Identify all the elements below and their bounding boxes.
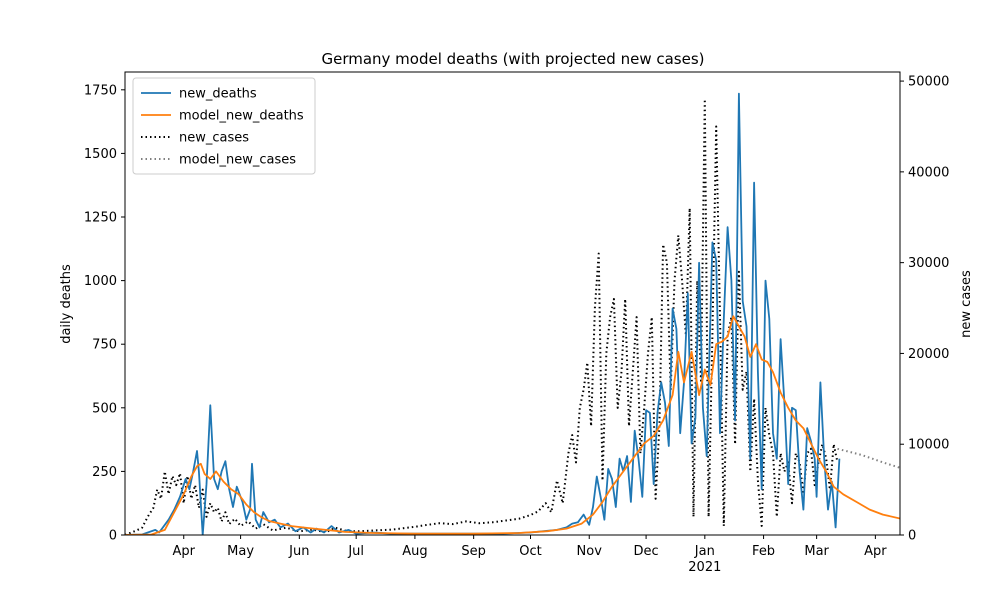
legend-label-model_new_deaths: model_new_deaths	[179, 109, 304, 124]
series-line-new_cases	[125, 98, 839, 535]
xtick-label: Oct	[519, 544, 541, 559]
right-ytick-label: 0	[908, 529, 916, 544]
xtick-label: Mar	[804, 544, 829, 559]
xtick-label: Jul	[347, 544, 364, 559]
xtick-label: Jan	[694, 544, 715, 559]
xtick-label: Feb	[752, 544, 775, 559]
legend-label-new_deaths: new_deaths	[179, 87, 257, 102]
right-ytick-label: 20000	[908, 347, 949, 362]
xtick-label: Apr	[864, 544, 887, 559]
legend-label-new_cases: new_cases	[179, 131, 249, 146]
xtick-label: Jun	[288, 544, 309, 559]
y-axis-label-right: new cases	[959, 270, 974, 338]
axes-layer: 0 250 500 750 1000 1250 1500 1750 0 10000 20000 300…	[84, 71, 949, 575]
series-line-model_new_cases	[837, 447, 900, 469]
left-ytick-label: 750	[92, 338, 117, 353]
series-line-model_new_deaths	[125, 315, 900, 535]
series-line-new_deaths	[125, 92, 841, 535]
xtick-label: Sep	[461, 544, 486, 559]
legend-box	[132, 77, 316, 175]
left-ytick-label: 1000	[84, 274, 117, 289]
xtick-label: Aug	[402, 544, 427, 559]
left-ytick-label: 250	[92, 465, 117, 480]
xtick-label: Apr	[172, 544, 195, 559]
xtick-label: Nov	[577, 544, 603, 559]
xtick-label: May	[227, 544, 254, 559]
right-ytick-label: 50000	[908, 75, 949, 90]
chart-title: Germany model deaths (with projected new…	[321, 50, 704, 68]
legend-label-model_new_cases: model_new_cases	[179, 153, 296, 168]
xtick-label: Dec	[634, 544, 659, 559]
left-ytick-label: 1250	[84, 211, 117, 226]
right-ytick-label: 40000	[908, 165, 949, 180]
left-ytick-label: 1750	[84, 83, 117, 98]
plot-frame	[124, 71, 901, 536]
left-ytick-label: 500	[92, 401, 117, 416]
series-layer	[125, 92, 900, 535]
y-axis-label-left: daily deaths	[59, 264, 74, 344]
left-ytick-label: 0	[109, 529, 117, 544]
legend: new_deaths model_new_deaths new_casesmodel…	[132, 77, 316, 175]
left-ytick-label: 1500	[84, 147, 117, 162]
right-ytick-label: 30000	[908, 256, 949, 271]
xtick-year-label: 2021	[688, 560, 721, 575]
right-ytick-label: 10000	[908, 438, 949, 453]
